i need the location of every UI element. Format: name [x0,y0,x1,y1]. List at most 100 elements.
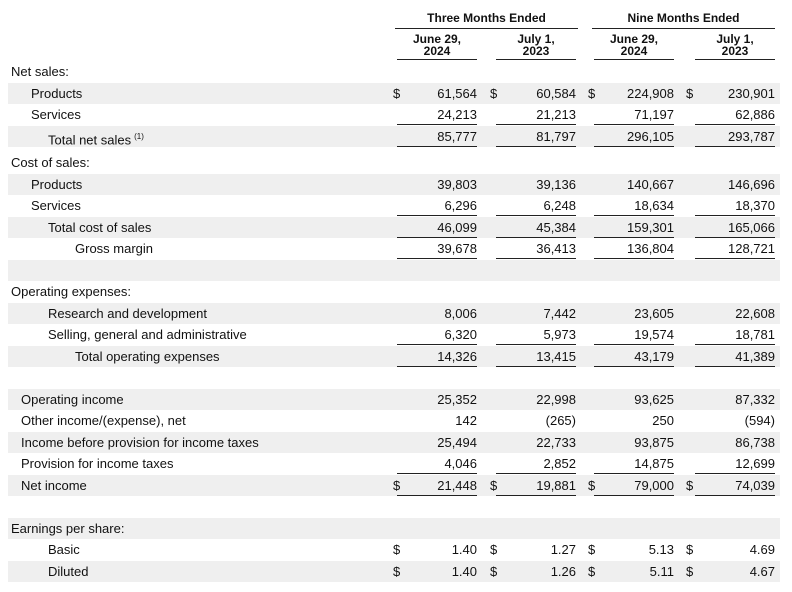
statement-row: Income before provision for income taxes… [8,431,780,453]
cell-value: 25,352 [437,391,477,407]
row-label: Operating income [21,389,124,410]
cell-rule [695,215,775,216]
row-label: Income before provision for income taxes [21,432,259,453]
row-label-text: Total cost of sales [48,219,152,235]
row-label: Net income [21,475,87,496]
footnote-ref: (1) [134,131,144,141]
column-header-line: 2024 [620,44,648,58]
cell-value: 39,678 [437,241,477,256]
cell-value: 5.11 [649,563,674,579]
currency-sign: $ [490,542,498,557]
cell-value: 62,886 [735,107,775,122]
cell-value: 293,787 [728,128,775,144]
section-heading: Operating expenses: [11,284,131,299]
section-heading-row: Operating expenses: [8,281,780,302]
column-header-line: June 29, [609,32,659,46]
statement-row: Selling, general and administrative 6,320… [8,324,780,345]
statement-row: Products 39,803 39,136 140,667 146,696 [8,173,780,195]
cell-value: 21,448 [437,477,477,493]
row-label: Services [31,195,81,216]
cell-rule [397,145,477,147]
statement-row: Research and development 8,006 7,442 23,605… [8,302,780,324]
cell-value: 142 [455,413,477,428]
statement-row: Services 6,296 6,248 18,634 18,370 [8,195,780,216]
cell-value: 146,696 [728,176,775,192]
cell-value: 14,326 [437,348,477,364]
cell-value: 22,608 [735,305,775,321]
cell-value: 1.27 [550,542,576,557]
cell-value: 24,213 [437,107,477,122]
cell-value: 60,584 [536,85,576,101]
cell-value: 19,881 [536,477,576,493]
cell-rule [397,494,477,496]
cell-value: 6,320 [444,327,477,342]
section-heading: Earnings per share: [11,520,125,536]
cell-value: 71,197 [634,107,674,122]
cell-value: 46,099 [437,219,477,235]
cell-rule [496,145,576,147]
header-rule [395,28,578,29]
cell-value: 39,803 [437,176,477,192]
row-label: Products [31,83,82,104]
row-label: Provision for income taxes [21,453,173,474]
cell-value: 128,721 [728,241,775,256]
column-header-line: 2023 [522,44,550,58]
row-label-text: Selling, general and administrative [48,327,247,342]
currency-sign: $ [588,542,596,557]
cell-rule [594,473,674,474]
statement-row: Basic $1.40 $1.27 $5.13 $4.69 [8,539,780,560]
currency-sign: $ [490,85,498,101]
statement-row: Total operating expenses 14,326 13,415 43,1… [8,345,780,367]
cell-value: 1.40 [451,563,477,579]
currency-sign: $ [686,542,694,557]
statement-row: Products $61,564 $60,584 $224,908 $230,901 [8,82,780,104]
section-heading-row: Earnings per share: [8,517,780,539]
cell-value: 136,804 [627,241,674,256]
row-label-text: Research and development [48,305,207,321]
cell-rule [695,365,775,367]
cell-value: (594) [744,413,775,428]
cell-rule [496,236,576,238]
cell-value: 43,179 [634,348,674,364]
cell-rule [496,365,576,367]
section-heading: Net sales: [11,64,69,79]
currency-sign: $ [393,477,401,493]
cell-value: 45,384 [536,219,576,235]
currency-sign: $ [686,477,694,493]
cell-rule [397,344,477,345]
row-label: Services [31,104,81,125]
column-rule [397,59,477,60]
cell-rule [397,236,477,238]
row-label: Other income/(expense), net [21,410,186,431]
cell-rule [594,494,674,496]
cell-rule [496,344,576,345]
column-header: June 29, 2024 [594,33,674,57]
cell-rule [397,473,477,474]
cell-value: 36,413 [536,241,576,256]
cell-value: 250 [652,413,674,428]
section-heading-row: Cost of sales: [8,152,780,173]
statement-row: Net income $21,448 $19,881 $79,000 $74,039 [8,474,780,496]
row-label: Total net sales (1) [48,126,144,150]
row-label-text: Services [31,107,81,122]
cell-value: 12,699 [735,456,775,471]
row-label-text: Operating income [21,391,124,407]
cell-value: 23,605 [634,305,674,321]
cell-value: 13,415 [536,348,576,364]
column-header: July 1, 2023 [695,33,775,57]
row-label-text: Provision for income taxes [21,456,174,471]
row-label-text: Basic [48,542,80,557]
cell-rule [594,215,674,216]
cell-value: 4,046 [444,456,477,471]
cell-value: 25,494 [437,434,477,450]
cell-value: 1.26 [550,563,576,579]
cell-value: 14,875 [634,456,674,471]
cell-rule [397,215,477,216]
cell-rule [594,365,674,367]
cell-value: 159,301 [627,219,674,235]
row-label-text: Services [31,198,81,213]
row-label-text: Products [31,176,83,192]
cell-value: 39,136 [536,176,576,192]
statement-row: Provision for income taxes 4,046 2,852 14,8… [8,453,780,474]
